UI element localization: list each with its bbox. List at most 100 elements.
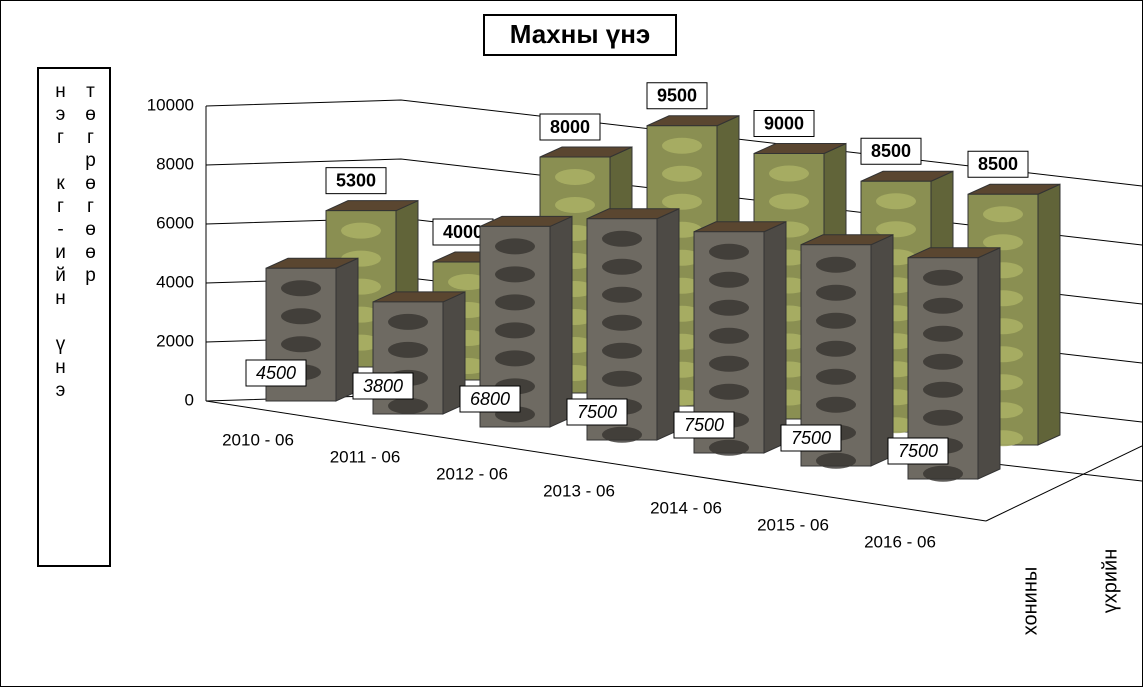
bar-pattern [816,312,856,329]
bar-pattern [388,313,428,330]
x-tick-label: 2014 - 06 [650,498,722,517]
bar-pattern [923,325,963,342]
bar-pattern [923,269,963,286]
bar-pattern [983,234,1023,251]
value-label: 8000 [550,117,590,137]
bar-pattern [816,452,856,469]
bar-side [549,215,573,428]
value-label-box [459,385,521,413]
bar-side [763,220,787,454]
bar-pattern [769,165,809,182]
bar-pattern [495,350,535,367]
bar-pattern [769,193,809,210]
bar-pattern [341,222,381,239]
y-tick-label: 4000 [156,272,194,291]
bar-pattern [662,193,702,210]
bar-pattern [709,243,749,260]
value-label-box [566,398,628,426]
value-label: 6800 [470,389,510,409]
bar-pattern [495,266,535,283]
depth-axis [985,445,1142,522]
bar-pattern [495,294,535,311]
bar-pattern [555,197,595,213]
bar-pattern [709,271,749,288]
chart-title: Махны үнэ [510,19,651,49]
series-label: хонины [1019,567,1041,636]
y-tick-label: 0 [185,390,194,409]
title-box [483,14,677,56]
bar-pattern [281,308,321,325]
y-tick-label: 8000 [156,154,194,173]
value-label: 7500 [684,415,724,435]
bar-side [1037,183,1061,446]
value-label: 4000 [443,222,483,242]
bar-pattern [602,342,642,359]
bar-pattern [495,238,535,255]
value-label-box [780,424,842,452]
bar-pattern [555,169,595,185]
value-label-box [539,113,601,141]
bar-pattern [816,256,856,273]
bar-side [870,233,894,467]
bar-pattern [709,299,749,316]
bar-pattern [602,286,642,303]
bar-pattern [281,336,321,353]
value-label-box [753,110,815,137]
bar-pattern [448,274,488,290]
bar-pattern [709,327,749,344]
bar-pattern [495,322,535,339]
series-label: үхрийн [1099,549,1121,614]
bar-pattern [602,426,642,443]
value-label-box [673,411,735,439]
y-tick-label: 6000 [156,213,194,232]
value-label: 8500 [871,141,911,161]
bar-pattern [983,206,1023,223]
value-label-box [860,137,922,165]
x-axis [205,400,987,522]
bar-pattern [876,221,916,238]
value-label: 5300 [336,170,376,190]
bar-pattern [816,340,856,357]
bar-pattern [816,284,856,301]
value-label: 4500 [256,363,296,383]
bar-pattern [923,353,963,370]
bar-side [656,207,680,441]
bar-pattern [709,383,749,400]
bar-pattern [602,314,642,331]
value-label-box [352,372,414,400]
bar-pattern [923,297,963,314]
bar-pattern [923,465,963,482]
value-label: 8500 [978,154,1018,174]
value-label-box [887,437,949,465]
value-label-box [967,150,1029,178]
bar-pattern [923,409,963,426]
value-label-box [245,359,307,387]
bar-pattern [602,230,642,247]
bar-side [977,246,1001,480]
bar-pattern [816,396,856,413]
y-tick-label: 2000 [156,331,194,350]
x-tick-label: 2016 - 06 [864,532,936,551]
bar-pattern [602,370,642,387]
bar-pattern [662,165,702,182]
value-label: 7500 [577,402,617,422]
bar-pattern [816,368,856,385]
x-tick-label: 2011 - 06 [330,447,401,466]
value-label: 7500 [898,441,938,461]
value-label: 7500 [791,428,831,448]
x-tick-label: 2015 - 06 [757,515,829,534]
x-tick-label: 2013 - 06 [543,481,615,500]
bar-pattern [709,355,749,372]
value-label: 3800 [363,376,403,396]
bar-pattern [388,341,428,358]
y-axis-title-box: нэг кг-ийн үнэ төгрөгөөр [37,67,111,567]
bar-pattern [662,137,702,154]
y-tick-label: 10000 [147,95,194,114]
bar-pattern [876,193,916,210]
value-label-box [325,167,387,195]
y-axis-title: нэг кг-ийн үнэ төгрөгөөр [50,81,101,403]
value-label: 9000 [764,113,804,133]
value-label-box [646,82,708,110]
